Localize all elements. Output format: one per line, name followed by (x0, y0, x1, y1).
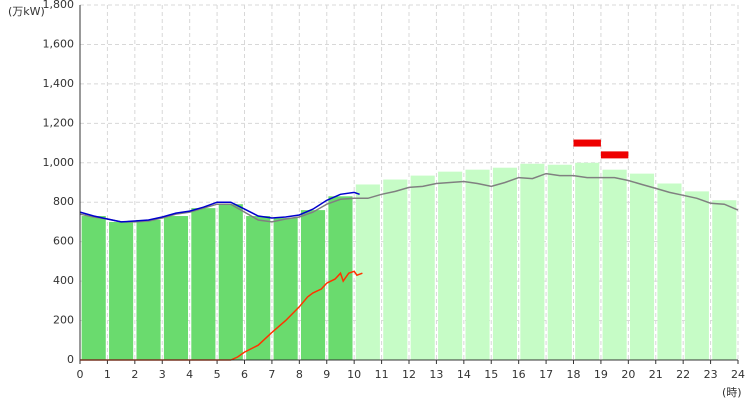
bar (657, 183, 682, 360)
bar (465, 169, 490, 360)
bar (492, 167, 518, 360)
peak-marker (600, 151, 629, 159)
x-tick-label: 19 (594, 368, 608, 381)
y-tick-label: 1,000 (43, 156, 75, 169)
y-tick-label: 1,400 (43, 77, 75, 90)
x-tick-label: 18 (567, 368, 581, 381)
x-tick-label: 4 (186, 368, 193, 381)
y-tick-label: 600 (53, 235, 74, 248)
x-tick-label: 3 (159, 368, 166, 381)
bar (355, 184, 380, 360)
x-tick-label: 8 (296, 368, 303, 381)
x-tick-label: 1 (104, 368, 111, 381)
y-tick-label: 0 (67, 353, 74, 366)
y-tick-label: 1,600 (43, 37, 75, 50)
y-axis-label: (万kW) (8, 5, 45, 18)
peak-marker (573, 139, 601, 147)
bar (629, 173, 655, 360)
x-tick-label: 20 (621, 368, 635, 381)
x-tick-label: 10 (347, 368, 361, 381)
y-tick-label: 1,200 (43, 116, 75, 129)
y-tick-label: 1,800 (43, 0, 75, 11)
x-tick-label: 23 (704, 368, 718, 381)
x-tick-label: 14 (457, 368, 471, 381)
bar (684, 191, 709, 360)
x-tick-label: 22 (676, 368, 690, 381)
x-tick-label: 9 (323, 368, 330, 381)
bar (712, 200, 737, 360)
bar (520, 163, 545, 360)
x-tick-label: 21 (649, 368, 663, 381)
x-tick-label: 16 (512, 368, 526, 381)
line (79, 191, 360, 223)
x-tick-label: 6 (241, 368, 248, 381)
bar (218, 204, 243, 360)
y-tick-label: 800 (53, 195, 74, 208)
bar (163, 216, 189, 360)
x-tick-label: 12 (402, 368, 416, 381)
bar (109, 221, 134, 360)
x-tick-label: 17 (539, 368, 553, 381)
line (79, 172, 739, 223)
bar (328, 196, 353, 360)
line (80, 270, 363, 361)
bar (300, 210, 326, 360)
x-tick-label: 2 (131, 368, 138, 381)
bar (246, 216, 271, 360)
bar (81, 216, 106, 360)
bar (575, 162, 600, 360)
x-tick-label: 15 (484, 368, 498, 381)
x-tick-label: 7 (268, 368, 275, 381)
bar (602, 169, 627, 360)
x-tick-label: 0 (77, 368, 84, 381)
x-axis-label: (時) (722, 386, 742, 399)
bar (136, 219, 161, 360)
x-tick-label: 11 (375, 368, 389, 381)
x-tick-label: 5 (214, 368, 221, 381)
bar (547, 164, 572, 360)
x-tick-label: 24 (731, 368, 745, 381)
y-tick-label: 200 (53, 314, 74, 327)
bar (273, 218, 298, 360)
y-tick-label: 400 (53, 274, 74, 287)
x-tick-label: 13 (429, 368, 443, 381)
bar (438, 171, 463, 360)
bar (383, 179, 408, 360)
bar (191, 208, 216, 360)
bar (410, 175, 435, 360)
